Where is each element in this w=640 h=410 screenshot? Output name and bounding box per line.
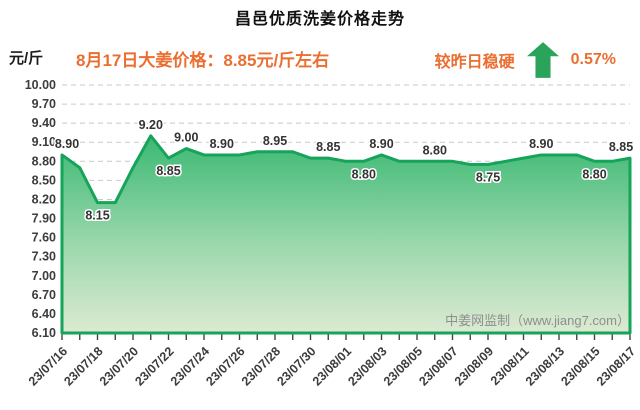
point-label: 8.90 (55, 137, 79, 151)
y-tick-label: 7.00 (32, 269, 56, 283)
y-tick-label: 8.20 (32, 192, 56, 206)
point-label: 8.85 (609, 140, 633, 154)
trend-label: 较昨日稳硬 (434, 54, 515, 71)
trend-status: 较昨日稳硬 0.57% (435, 40, 616, 80)
point-label: 9.00 (174, 131, 198, 145)
y-tick-label: 9.40 (32, 116, 56, 130)
y-tick-label: 7.60 (32, 231, 56, 245)
y-tick-label: 8.80 (32, 154, 56, 168)
arrow-up-icon (526, 42, 559, 78)
x-axis: 23/07/1623/07/1823/07/2023/07/2223/07/24… (26, 334, 638, 389)
y-tick-label: 7.90 (32, 212, 56, 226)
y-tick-label: 6.10 (32, 326, 56, 340)
point-label: 8.85 (316, 140, 340, 154)
y-tick-label: 9.10 (32, 135, 56, 149)
point-label: 8.80 (582, 167, 606, 181)
point-label: 8.90 (369, 137, 393, 151)
page-title: 昌邑优质洗姜价格走势 (234, 11, 405, 28)
y-axis-unit-label: 元/斤 (9, 50, 44, 67)
watermark: 中姜网监制（www.jiang7.com） (445, 313, 630, 328)
point-label: 8.80 (423, 143, 447, 157)
trend-percent: 0.57% (570, 51, 616, 68)
current-price-note: 8月17日大姜价格：8.85元/斤左右 (76, 51, 330, 70)
y-tick-label: 7.30 (32, 250, 56, 264)
y-tick-label: 9.70 (32, 97, 56, 111)
y-axis-labels: 10.00 9.70 9.40 9.10 8.80 8.50 8.20 7.90 7.60 7.3… (25, 78, 56, 340)
y-tick-label: 8.50 (32, 173, 56, 187)
x-tick-label: 23/08/17 (594, 344, 638, 388)
area-fill (60, 134, 632, 335)
y-tick-label: 10.00 (25, 78, 56, 92)
point-labels: 8.908.159.208.859.00 8.90 8.95 8.858.808.90… (53, 116, 634, 224)
point-label: 8.85 (156, 164, 180, 178)
point-label: 8.80 (352, 167, 376, 181)
point-label: 8.95 (263, 134, 287, 148)
y-tick-label: 6.40 (32, 307, 56, 321)
point-label: 9.20 (139, 118, 163, 132)
point-label: 8.15 (85, 209, 109, 223)
x-tick-label: 23/08/09 (452, 344, 496, 388)
point-label: 8.90 (529, 137, 553, 151)
point-label: 8.75 (476, 170, 500, 184)
y-tick-label: 6.70 (32, 288, 56, 302)
point-label: 8.90 (210, 137, 234, 151)
